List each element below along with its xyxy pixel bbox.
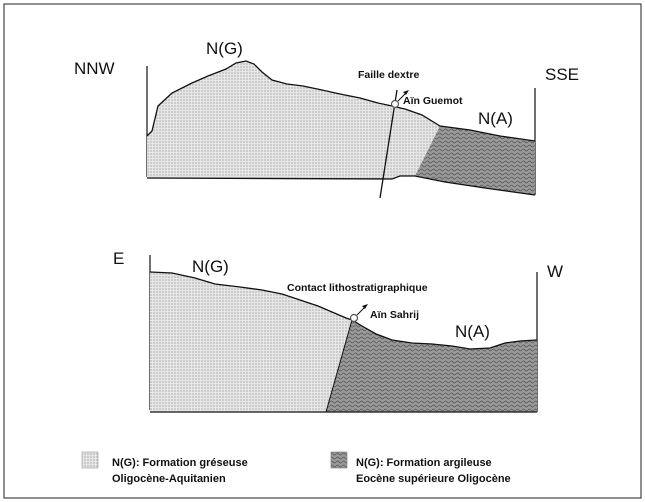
legend-swatch-clay <box>330 451 348 469</box>
section-bottom: E W N(G) N(A) Contact lithostratigraphiq… <box>113 249 563 413</box>
legend-item1-line1: N(G): Formation gréseuse <box>112 457 248 469</box>
spring-arrowhead-icon-2 <box>362 304 368 309</box>
figure-frame <box>3 3 642 499</box>
label-contact-lithostratigraphique: Contact lithostratigraphique <box>287 282 428 294</box>
label-faille-dextre: Faille dextre <box>358 69 419 81</box>
legend-item2-line1: N(G): Formation argileuse <box>356 457 492 469</box>
spring-ain-sahrij-icon <box>349 313 359 323</box>
label-bottom-ng: N(G) <box>192 257 229 276</box>
label-sse: SSE <box>545 65 579 84</box>
label-w: W <box>547 262 563 281</box>
top-base-line <box>146 175 536 196</box>
top-sandstone-unit <box>147 61 392 179</box>
legend-item1-line2: Oligocène-Aquitanien <box>112 473 226 485</box>
legend: N(G): Formation gréseuse Oligocène-Aquit… <box>81 451 511 485</box>
top-topographic-profile <box>146 60 536 142</box>
label-nnw: NNW <box>74 59 115 78</box>
spring-arrowhead-icon <box>403 90 409 95</box>
legend-swatch-sandstone <box>81 451 99 469</box>
label-ain-sahrij: Aïn Sahrij <box>370 309 419 321</box>
bottom-clay-unit <box>326 320 537 412</box>
legend-item2-line2: Eocène supérieure Oligocène <box>356 473 511 485</box>
label-bottom-na: N(A) <box>455 322 490 341</box>
section-top: NNW SSE N(G) N(A) Faille dextre Aïn Guem… <box>74 39 579 199</box>
label-ain-guemot: Aïn Guemot <box>403 95 463 107</box>
top-clay-unit <box>415 126 535 195</box>
lithostratigraphic-contact-line <box>325 319 353 413</box>
spring-ain-guemot-icon <box>390 99 400 109</box>
bottom-sandstone-unit <box>150 272 352 412</box>
top-sandstone-unit-east <box>392 106 440 179</box>
label-top-na: N(A) <box>478 109 513 128</box>
label-top-ng: N(G) <box>206 39 243 58</box>
label-e: E <box>113 249 124 268</box>
